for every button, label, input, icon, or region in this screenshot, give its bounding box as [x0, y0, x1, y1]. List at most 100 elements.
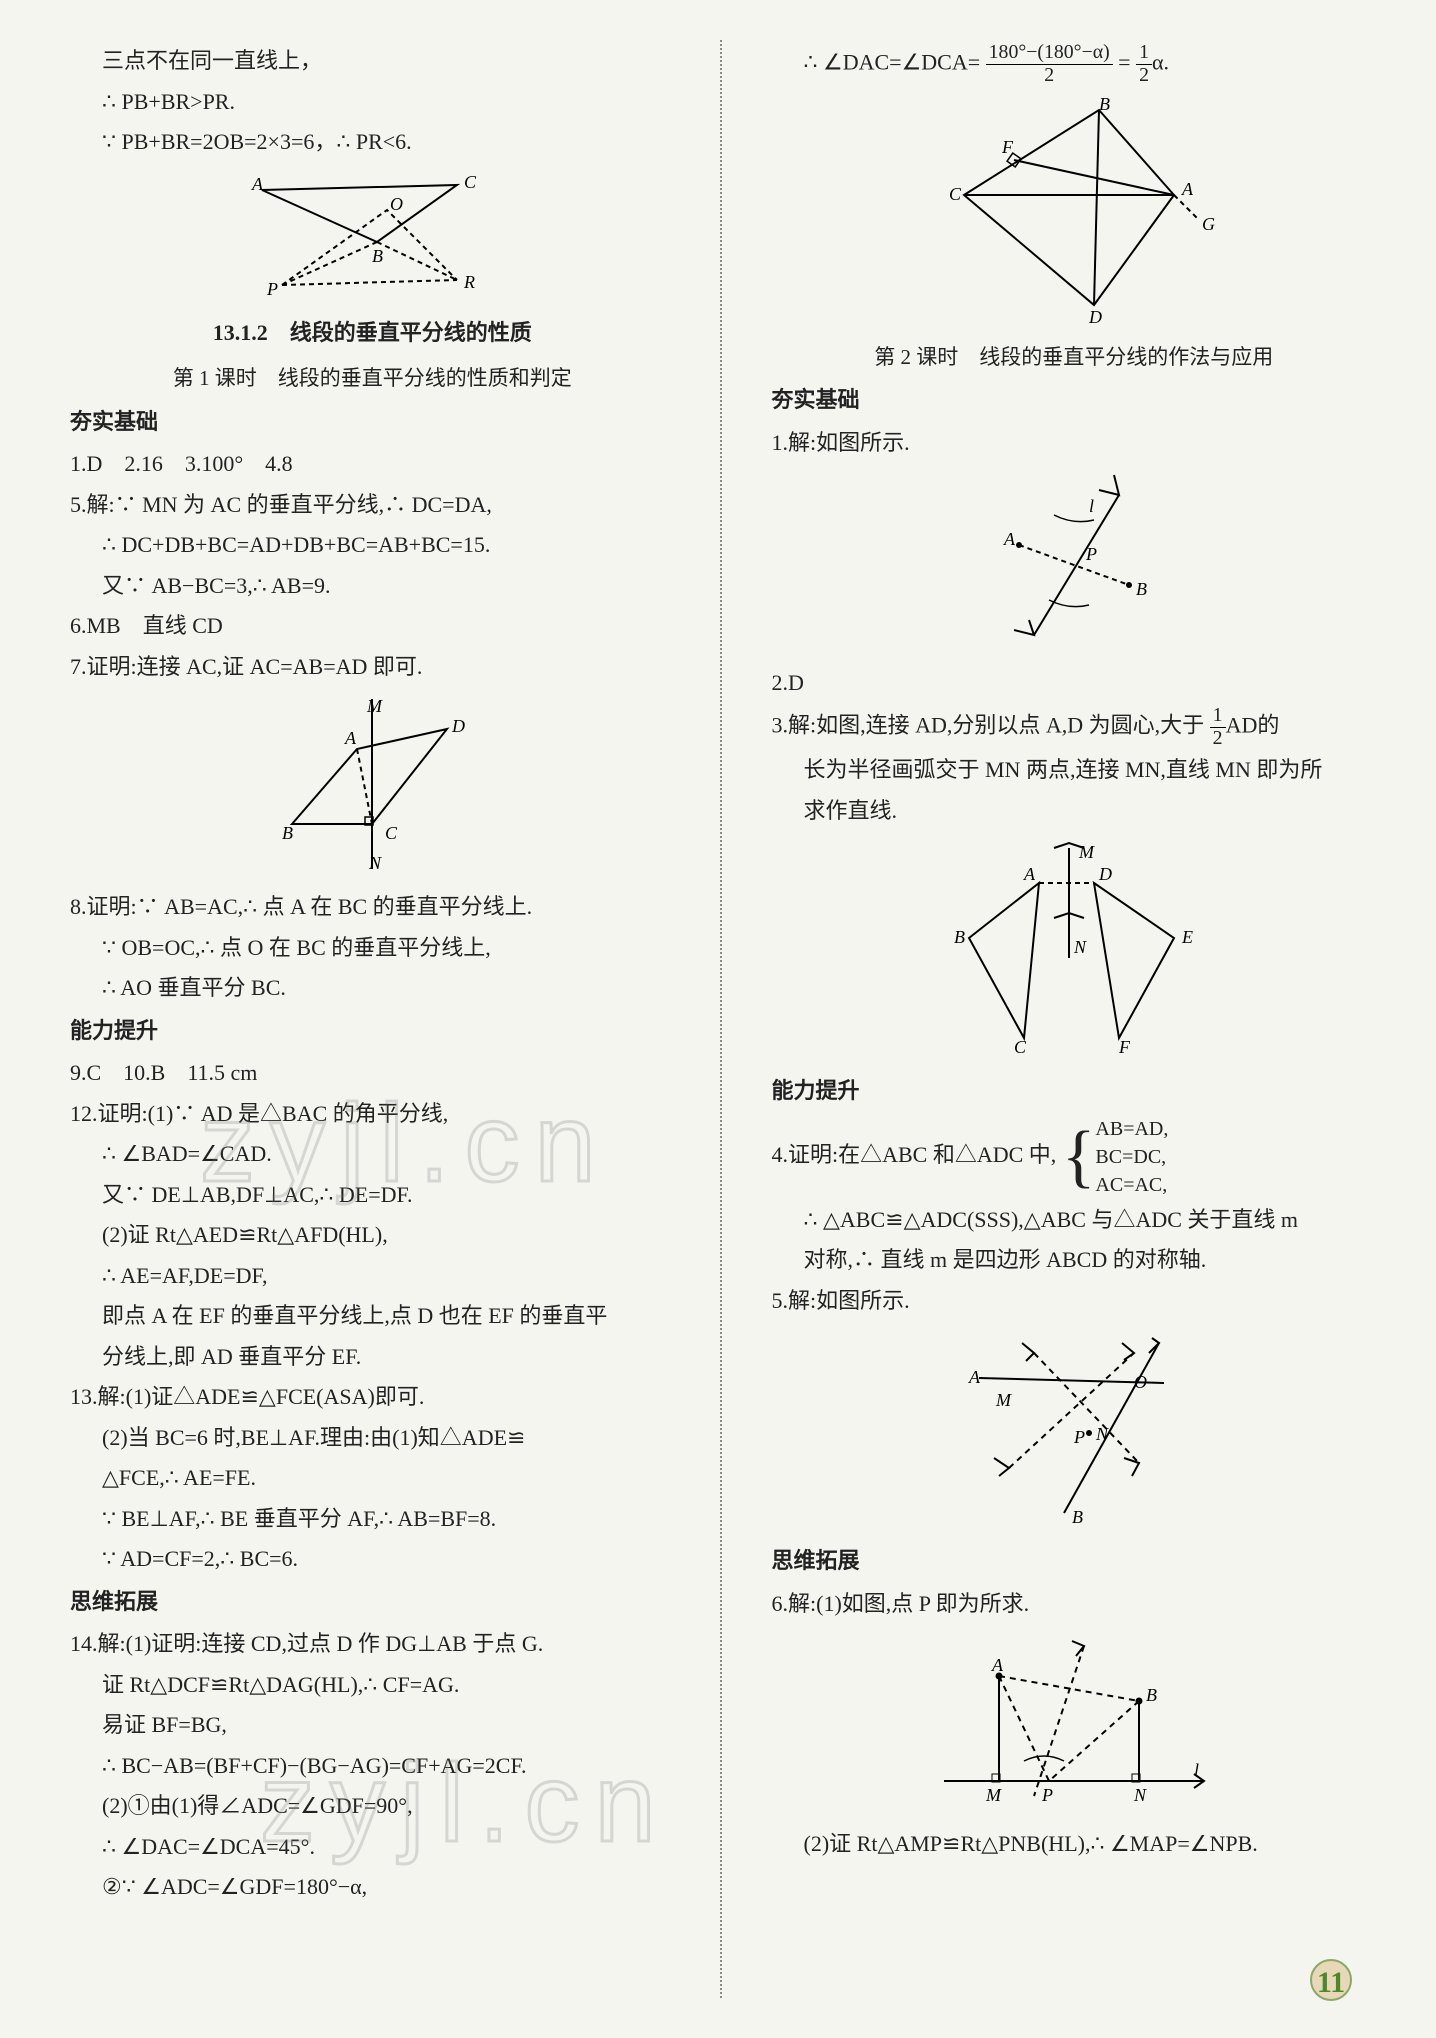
text: △FCE,∴ AE=FE. — [70, 1459, 675, 1498]
text: 6.MB 直线 CD — [70, 607, 675, 646]
text: 1.解:如图所示. — [772, 424, 1377, 463]
text: ∴ ∠DAC=∠DCA=45°. — [70, 1828, 675, 1867]
text: (2)当 BC=6 时,BE⊥AF.理由:由(1)知△ADE≌ — [70, 1419, 675, 1458]
text: ∵ AD=CF=2,∴ BC=6. — [70, 1540, 675, 1579]
text: (2)证 Rt△AMP≌Rt△PNB(HL),∴ ∠MAP=∠NPB. — [772, 1825, 1377, 1864]
svg-text:A: A — [1003, 529, 1016, 549]
svg-text:R: R — [463, 272, 475, 292]
svg-text:B: B — [1136, 579, 1147, 599]
svg-text:l: l — [1089, 496, 1094, 516]
answer-row: 1.D 2.16 3.100° 4.8 — [70, 445, 675, 484]
svg-text:A: A — [1181, 179, 1194, 199]
svg-text:F: F — [1001, 137, 1014, 157]
text: 7.证明:连接 AC,证 AC=AB=AD 即可. — [70, 648, 675, 687]
svg-text:B: B — [372, 246, 383, 266]
text: ∵ BE⊥AF,∴ BE 垂直平分 AF,∴ AB=BF=8. — [70, 1500, 675, 1539]
svg-text:M: M — [366, 696, 383, 716]
svg-text:B: B — [1146, 1685, 1157, 1705]
right-column: ∴ ∠DAC=∠DCA= 180°−(180°−α)2 = 12α. B C A… — [757, 40, 1377, 1998]
svg-text:F: F — [1118, 1037, 1131, 1057]
text: 5.解:如图所示. — [772, 1282, 1377, 1321]
heading-basics: 夯实基础 — [772, 381, 1377, 420]
svg-text:P: P — [1073, 1427, 1085, 1447]
text: 又∵ AB−BC=3,∴ AB=9. — [70, 567, 675, 606]
text: 5.解:∵ MN 为 AC 的垂直平分线,∴ DC=DA, — [70, 486, 675, 525]
text: ∴ BC−AB=(BF+CF)−(BG−AG)=CF+AG=2CF. — [70, 1747, 675, 1786]
text: 14.解:(1)证明:连接 CD,过点 D 作 DG⊥AB 于点 G. — [70, 1625, 675, 1664]
svg-text:O: O — [1134, 1372, 1147, 1392]
figure-6: A M O N P B — [772, 1328, 1377, 1534]
text: (2)①由(1)得∠ADC=∠GDF=90°, — [70, 1787, 675, 1826]
svg-text:B: B — [954, 927, 965, 947]
text: 又∵ DE⊥AB,DF⊥AC,∴ DE=DF. — [70, 1176, 675, 1215]
svg-text:P: P — [1041, 1785, 1053, 1805]
svg-text:A: A — [251, 174, 264, 194]
text: 4.证明:在△ABC 和△ADC 中, { AB=AD, BC=DC, AC=A… — [772, 1115, 1377, 1199]
svg-text:A: A — [968, 1367, 981, 1387]
svg-text:M: M — [1078, 842, 1095, 862]
text: 3.解:如图,连接 AD,分别以点 A,D 为圆心,大于 12AD的 — [772, 705, 1377, 750]
text: 分线上,即 AD 垂直平分 EF. — [70, 1338, 675, 1377]
svg-text:l: l — [1194, 1760, 1199, 1780]
text: ∴ DC+DB+BC=AD+DB+BC=AB+BC=15. — [70, 526, 675, 565]
svg-text:N: N — [1133, 1785, 1147, 1805]
text: 即点 A 在 EF 的垂直平分线上,点 D 也在 EF 的垂直平 — [70, 1297, 675, 1336]
svg-text:N: N — [1073, 937, 1087, 957]
text: ∴ AO 垂直平分 BC. — [70, 969, 675, 1008]
text: ∵ PB+BR=2OB=2×3=6，∴ PR<6. — [70, 123, 675, 162]
svg-text:P: P — [1085, 544, 1097, 564]
heading-extend: 思维拓展 — [70, 1583, 675, 1622]
heading-basics: 夯实基础 — [70, 403, 675, 442]
figure-1: A C B O P R — [70, 170, 675, 306]
column-divider — [720, 40, 722, 1998]
svg-text:O: O — [390, 194, 403, 214]
text: 易证 BF=BG, — [70, 1706, 675, 1745]
svg-text:D: D — [1088, 307, 1102, 325]
text: 12.证明:(1)∵ AD 是△BAC 的角平分线, — [70, 1095, 675, 1134]
svg-text:B: B — [1072, 1507, 1083, 1527]
svg-text:D: D — [451, 716, 465, 736]
text: 8.证明:∵ AB=AC,∴ 点 A 在 BC 的垂直平分线上. — [70, 888, 675, 927]
text: 长为半径画弧交于 MN 两点,连接 MN,直线 MN 即为所 — [772, 751, 1377, 790]
svg-text:N: N — [368, 853, 382, 873]
svg-text:E: E — [1181, 927, 1193, 947]
text: ∵ OB=OC,∴ 点 O 在 BC 的垂直平分线上, — [70, 929, 675, 968]
figure-2: M A D B C N — [70, 694, 675, 880]
text: 求作直线. — [772, 792, 1377, 831]
heading-ability: 能力提升 — [70, 1012, 675, 1051]
text: (2)证 Rt△AED≌Rt△AFD(HL), — [70, 1216, 675, 1255]
svg-text:C: C — [1014, 1037, 1027, 1057]
figure-4: A B l P — [772, 470, 1377, 656]
svg-text:G: G — [1202, 214, 1215, 234]
figure-3: B C A D F G — [772, 95, 1377, 331]
figure-7: A B M P N l — [772, 1631, 1377, 1817]
text: 三点不在同一直线上， — [70, 42, 675, 81]
text: ∴ △ABC≌△ADC(SSS),△ABC 与△ADC 关于直线 m — [772, 1201, 1377, 1240]
text: 13.解:(1)证△ADE≌△FCE(ASA)即可. — [70, 1378, 675, 1417]
page-number: 11 — [1296, 1958, 1366, 2018]
svg-text:M: M — [995, 1390, 1012, 1410]
svg-text:A: A — [991, 1655, 1004, 1675]
subtitle: 第 1 课时 线段的垂直平分线的性质和判定 — [70, 360, 675, 397]
svg-text:P: P — [266, 279, 278, 299]
heading-extend: 思维拓展 — [772, 1542, 1377, 1581]
text: ∴ ∠DAC=∠DCA= 180°−(180°−α)2 = 12α. — [772, 42, 1377, 87]
answer-row: 9.C 10.B 11.5 cm — [70, 1054, 675, 1093]
text: ∴ ∠BAD=∠CAD. — [70, 1135, 675, 1174]
svg-text:C: C — [949, 184, 962, 204]
svg-text:C: C — [385, 823, 398, 843]
section-title: 13.1.2 线段的垂直平分线的性质 — [70, 314, 675, 353]
heading-ability: 能力提升 — [772, 1072, 1377, 1111]
subtitle: 第 2 课时 线段的垂直平分线的作法与应用 — [772, 339, 1377, 376]
text: 对称,∴ 直线 m 是四边形 ABCD 的对称轴. — [772, 1241, 1377, 1280]
svg-text:N: N — [1095, 1424, 1109, 1444]
text: ∴ PB+BR>PR. — [70, 83, 675, 122]
text: 6.解:(1)如图,点 P 即为所求. — [772, 1585, 1377, 1624]
svg-text:B: B — [282, 823, 293, 843]
figure-5: A D B E C F M N — [772, 838, 1377, 1064]
svg-text:M: M — [985, 1785, 1002, 1805]
text: ②∵ ∠ADC=∠GDF=180°−α, — [70, 1868, 675, 1907]
svg-text:B: B — [1099, 95, 1110, 114]
left-column: 三点不在同一直线上， ∴ PB+BR>PR. ∵ PB+BR=2OB=2×3=6… — [70, 40, 685, 1998]
svg-text:A: A — [1023, 864, 1036, 884]
